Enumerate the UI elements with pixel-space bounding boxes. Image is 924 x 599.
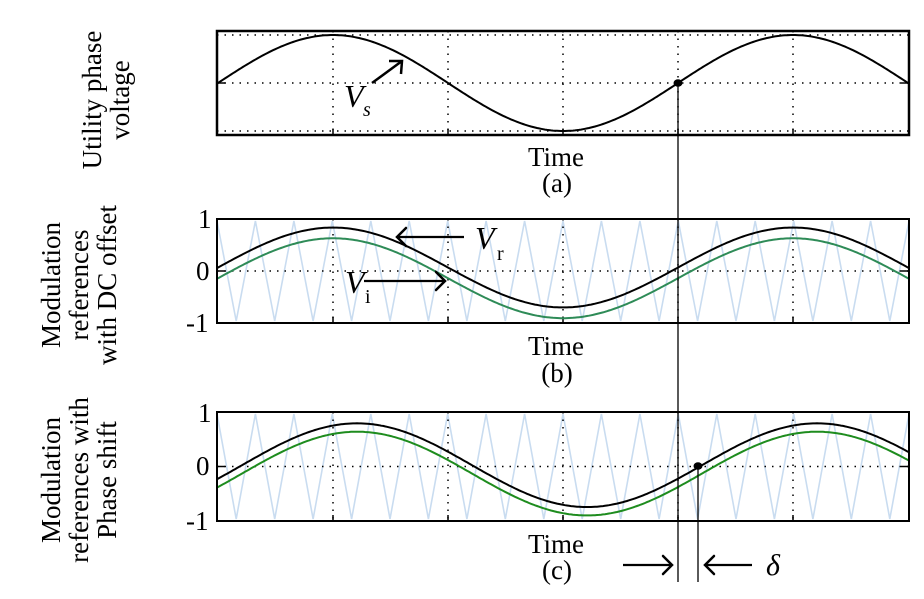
vs-arrow xyxy=(371,59,403,85)
panel-a-caption: (a) xyxy=(542,168,572,198)
panel-b-plot xyxy=(216,218,910,324)
vi-arrow-head xyxy=(434,270,447,292)
zero-crossing-dot-c xyxy=(693,462,703,470)
series-v-s xyxy=(216,34,910,132)
panel-b-ytick-0: 0 xyxy=(196,256,210,286)
panel-b-ylabel: Modulation references with DC offset xyxy=(36,205,122,365)
panel-c-ylabel: Modulation references with Phase shift xyxy=(36,397,122,563)
delta-arrow-left-head xyxy=(703,554,716,576)
panel-b-caption: (b) xyxy=(541,358,573,388)
annotations xyxy=(364,59,752,582)
series-v-i xyxy=(216,237,910,320)
panel-b-ytick-m1: -1 xyxy=(186,308,209,338)
panel-a-plot xyxy=(215,29,911,137)
vs-arrow-head xyxy=(389,59,404,75)
plot-frame xyxy=(215,29,911,137)
panel-b-ytick-1: 1 xyxy=(198,204,212,234)
panel-b-xlabel: Time xyxy=(527,331,585,361)
carrier-wave xyxy=(216,220,910,322)
delta-label: δ xyxy=(766,549,780,582)
panel-a-ylabel: Utility phase voltage xyxy=(77,30,135,170)
carrier-wave xyxy=(216,413,910,520)
vr-arrow-head xyxy=(395,226,408,248)
plot-frame xyxy=(216,218,910,324)
panel-c-ytick-0: 0 xyxy=(196,451,210,481)
series-v-r xyxy=(216,422,910,508)
panel-a-xlabel: Time xyxy=(527,142,585,172)
plot-frame xyxy=(216,411,910,522)
panel-c-ytick-m1: -1 xyxy=(186,506,209,536)
zero-crossing-dot-a xyxy=(673,79,683,87)
series-v-i xyxy=(216,430,910,517)
delta-arrow-right-head xyxy=(661,554,674,576)
panel-c-xlabel: Time xyxy=(527,529,585,559)
panel-c-caption: (c) xyxy=(542,555,572,585)
panel-c-ytick-1: 1 xyxy=(198,398,212,428)
series-v-r xyxy=(216,226,910,309)
panel-c-plot xyxy=(216,411,910,522)
